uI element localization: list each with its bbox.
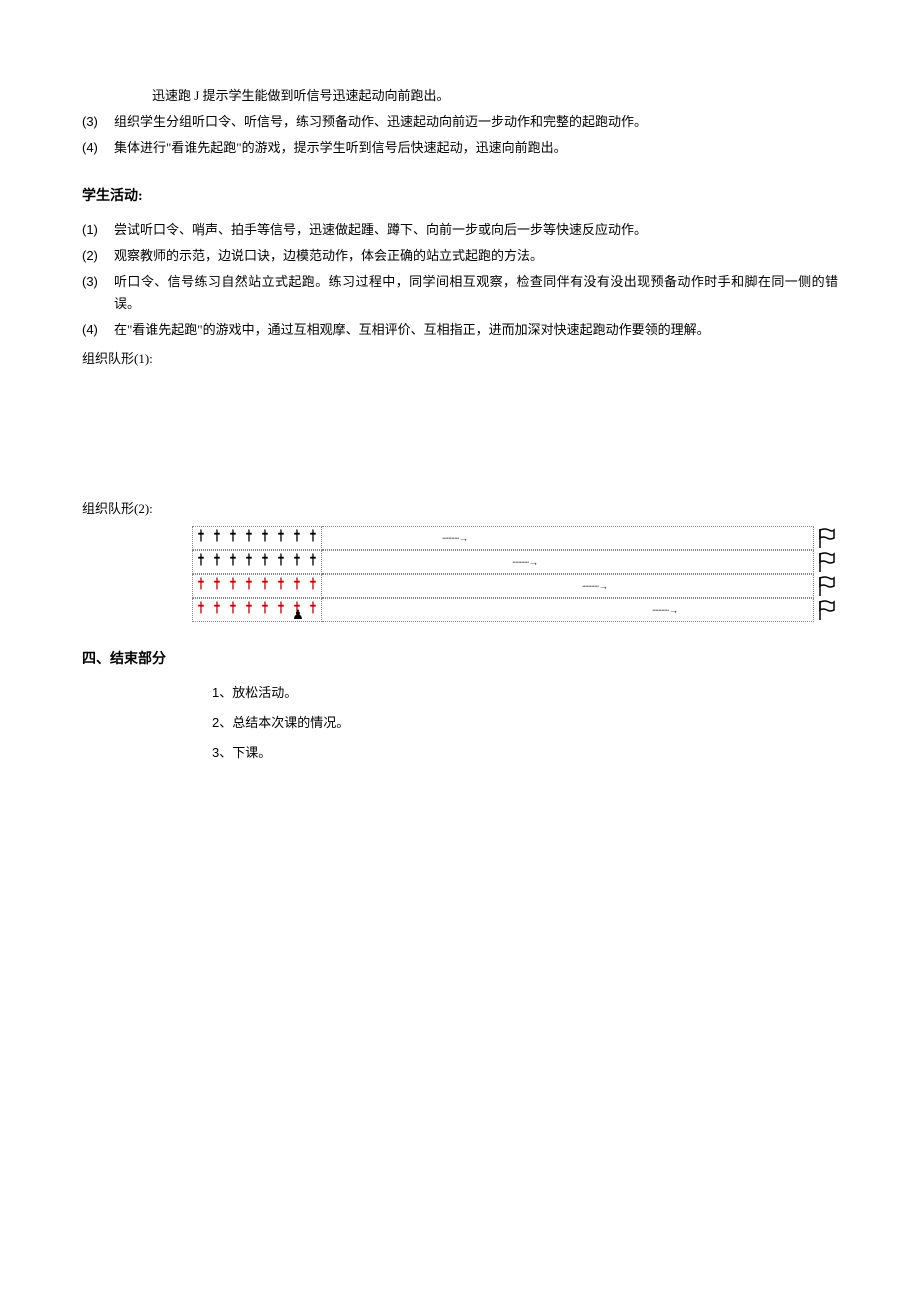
formation-row: ✝✝✝✝✝✝✝✝♟ ∙∙∙∙∙∙∙∙∙∙∙→ — [192, 598, 838, 622]
item-number: 3、 — [212, 745, 232, 760]
item-text: 放松活动。 — [232, 685, 297, 700]
student-icon: ✝ — [308, 596, 317, 624]
formation-row: ✝✝✝✝✝✝✝✝ ∙∙∙∙∙∙∙∙∙∙∙→ — [192, 526, 838, 550]
list-item: (1) 尝试听口令、哨声、拍手等信号，迅速做起踵、蹲下、向前一步或向后一步等快速… — [82, 219, 838, 241]
soldiers-cell: ✝✝✝✝✝✝✝✝ — [192, 574, 322, 598]
track-cell: ∙∙∙∙∙∙∙∙∙∙∙→ — [322, 598, 814, 622]
soldiers-cell: ✝✝✝✝✝✝✝✝♟ — [192, 598, 322, 622]
top-list: (3) 组织学生分组听口令、听信号，练习预备动作、迅速起动向前迈一步动作和完整的… — [82, 111, 838, 159]
flag-cell — [814, 550, 838, 574]
flag-icon — [816, 599, 836, 621]
formation-2-label: 组织队形(2): — [82, 498, 838, 520]
item-number: (4) — [82, 319, 114, 341]
student-icon: ✝ — [260, 596, 269, 624]
item-text: 总结本次课的情况。 — [232, 715, 349, 730]
continuation-line: 迅速跑 J 提示学生能做到听信号迅速起动向前跑出。 — [82, 85, 838, 107]
item-text: 在"看谁先起跑"的游戏中，通过互相观摩、互相评价、互相指正，进而加深对快速起跑动… — [114, 319, 838, 341]
formation-1-placeholder — [82, 372, 838, 492]
formation-row: ✝✝✝✝✝✝✝✝ ∙∙∙∙∙∙∙∙∙∙∙→ — [192, 574, 838, 598]
flag-icon — [816, 575, 836, 597]
student-icon: ✝ — [212, 596, 221, 624]
track-cell: ∙∙∙∙∙∙∙∙∙∙∙→ — [322, 574, 814, 598]
item-number: 2、 — [212, 715, 232, 730]
item-text: 下课。 — [232, 745, 271, 760]
item-number: (1) — [82, 219, 114, 241]
student-icon: ✝ — [244, 596, 253, 624]
arrow-icon: ∙∙∙∙∙∙∙∙∙∙∙→ — [582, 578, 608, 595]
formation-diagram: ✝✝✝✝✝✝✝✝ ∙∙∙∙∙∙∙∙∙∙∙→ ✝✝✝✝✝✝✝✝ ∙∙∙∙∙∙∙∙∙∙∙→… — [192, 526, 838, 622]
flag-icon — [816, 551, 836, 573]
list-item: 2、总结本次课的情况。 — [212, 712, 838, 734]
list-item: 3、下课。 — [212, 742, 838, 764]
list-item: 1、放松活动。 — [212, 682, 838, 704]
item-number: (3) — [82, 271, 114, 315]
item-number: (3) — [82, 111, 114, 133]
list-item: (3) 组织学生分组听口令、听信号，练习预备动作、迅速起动向前迈一步动作和完整的… — [82, 111, 838, 133]
list-item: (4) 在"看谁先起跑"的游戏中，通过互相观摩、互相评价、互相指正，进而加深对快… — [82, 319, 838, 341]
flag-icon — [816, 527, 836, 549]
item-number: 1、 — [212, 685, 232, 700]
track-cell: ∙∙∙∙∙∙∙∙∙∙∙→ — [322, 550, 814, 574]
student-activity-heading: 学生活动: — [82, 185, 838, 209]
item-text: 集体进行"看谁先起跑"的游戏，提示学生听到信号后快速起动，迅速向前跑出。 — [114, 137, 838, 159]
student-icon: ✝ — [276, 596, 285, 624]
ending-list: 1、放松活动。 2、总结本次课的情况。 3、下课。 — [212, 682, 838, 764]
list-item: (4) 集体进行"看谁先起跑"的游戏，提示学生听到信号后快速起动，迅速向前跑出。 — [82, 137, 838, 159]
item-number: (2) — [82, 245, 114, 267]
item-text: 听口令、信号练习自然站立式起跑。练习过程中，同学间相互观察，检查同伴有没有没出现… — [114, 271, 838, 315]
student-icon: ✝ — [196, 596, 205, 624]
soldiers-cell: ✝✝✝✝✝✝✝✝ — [192, 550, 322, 574]
student-activity-list: (1) 尝试听口令、哨声、拍手等信号，迅速做起踵、蹲下、向前一步或向后一步等快速… — [82, 219, 838, 341]
ending-section-heading: 四、结束部分 — [82, 648, 838, 672]
student-icon: ✝ — [228, 596, 237, 624]
item-text: 观察教师的示范，边说口诀，边模范动作，体会正确的站立式起跑的方法。 — [114, 245, 838, 267]
list-item: (2) 观察教师的示范，边说口诀，边模范动作，体会正确的站立式起跑的方法。 — [82, 245, 838, 267]
arrow-icon: ∙∙∙∙∙∙∙∙∙∙∙→ — [652, 602, 678, 619]
item-number: (4) — [82, 137, 114, 159]
arrow-icon: ∙∙∙∙∙∙∙∙∙∙∙→ — [512, 554, 538, 571]
list-item: (3) 听口令、信号练习自然站立式起跑。练习过程中，同学间相互观察，检查同伴有没… — [82, 271, 838, 315]
item-text: 尝试听口令、哨声、拍手等信号，迅速做起踵、蹲下、向前一步或向后一步等快速反应动作… — [114, 219, 838, 241]
teacher-icon: ♟ — [292, 604, 304, 626]
track-cell: ∙∙∙∙∙∙∙∙∙∙∙→ — [322, 526, 814, 550]
formation-row: ✝✝✝✝✝✝✝✝ ∙∙∙∙∙∙∙∙∙∙∙→ — [192, 550, 838, 574]
arrow-icon: ∙∙∙∙∙∙∙∙∙∙∙→ — [442, 530, 468, 547]
flag-cell — [814, 598, 838, 622]
flag-cell — [814, 526, 838, 550]
formation-1-label: 组织队形(1): — [82, 348, 838, 370]
soldiers-cell: ✝✝✝✝✝✝✝✝ — [192, 526, 322, 550]
flag-cell — [814, 574, 838, 598]
item-text: 组织学生分组听口令、听信号，练习预备动作、迅速起动向前迈一步动作和完整的起跑动作… — [114, 111, 838, 133]
